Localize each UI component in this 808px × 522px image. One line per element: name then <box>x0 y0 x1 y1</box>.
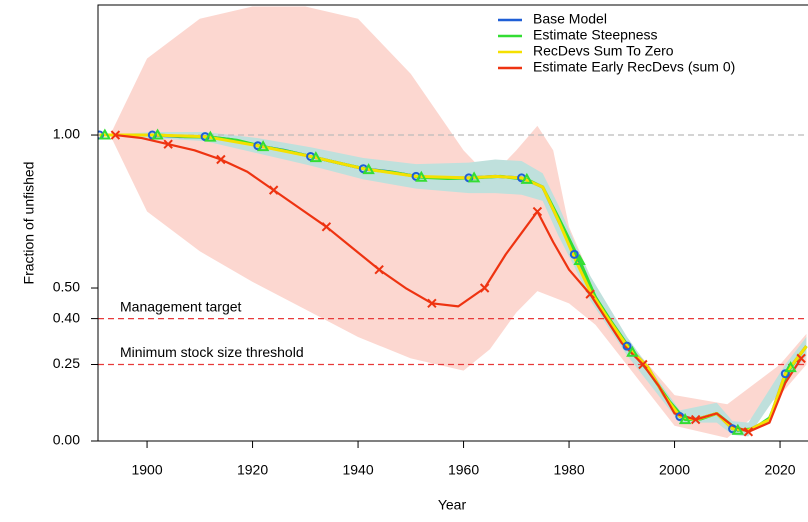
x-tick-label: 1920 <box>237 462 268 478</box>
marker <box>163 139 173 149</box>
x-tick-label: 2000 <box>659 462 690 478</box>
confidence-band <box>110 6 807 438</box>
y-axis-label: Fraction of unfished <box>21 162 37 285</box>
marker <box>268 185 279 195</box>
series-line <box>115 133 803 433</box>
marker <box>796 353 806 364</box>
marker <box>690 414 701 425</box>
x-axis-label: Year <box>438 497 467 513</box>
marker <box>256 140 270 152</box>
marker <box>151 128 164 140</box>
marker <box>479 283 490 293</box>
reference-label: Minimum stock size threshold <box>120 344 304 360</box>
legend-label: RecDevs Sum To Zero <box>533 43 674 59</box>
marker <box>532 206 543 217</box>
marker <box>784 361 797 373</box>
marker <box>731 423 745 435</box>
x-tick-label: 1980 <box>553 462 584 478</box>
y-tick-label: 0.40 <box>53 309 80 325</box>
marker <box>321 222 332 232</box>
y-tick-label: 0.00 <box>53 432 80 448</box>
x-tick-label: 1940 <box>342 462 373 478</box>
axis-frame <box>97 4 808 442</box>
marker <box>467 171 481 183</box>
marker <box>110 130 121 140</box>
marker <box>626 345 639 357</box>
marker <box>585 289 595 299</box>
marker <box>309 151 323 163</box>
legend-label: Base Model <box>533 11 607 27</box>
marker <box>520 172 534 184</box>
marker <box>362 163 375 175</box>
marker <box>573 253 586 265</box>
x-tick-label: 2020 <box>764 462 795 478</box>
x-tick-label: 1900 <box>131 462 162 478</box>
marker <box>204 130 217 142</box>
marker <box>622 341 632 351</box>
plot-area <box>98 6 808 438</box>
marker <box>743 427 754 437</box>
y-tick-label: 0.50 <box>53 279 80 295</box>
y-tick-label: 1.00 <box>53 126 80 142</box>
marker <box>569 249 579 259</box>
marker <box>638 359 648 370</box>
marker <box>415 170 428 182</box>
legend-label: Estimate Early RecDevs (sum 0) <box>533 59 735 75</box>
marker <box>678 413 692 425</box>
reference-label: Management target <box>120 298 242 314</box>
marker <box>98 128 112 140</box>
x-tick-label: 1960 <box>448 462 479 478</box>
marker <box>216 154 226 165</box>
legend-label: Estimate Steepness <box>533 27 658 43</box>
marker <box>427 298 437 309</box>
y-tick-label: 0.25 <box>53 355 80 371</box>
marker <box>780 369 790 379</box>
marker <box>374 264 384 275</box>
